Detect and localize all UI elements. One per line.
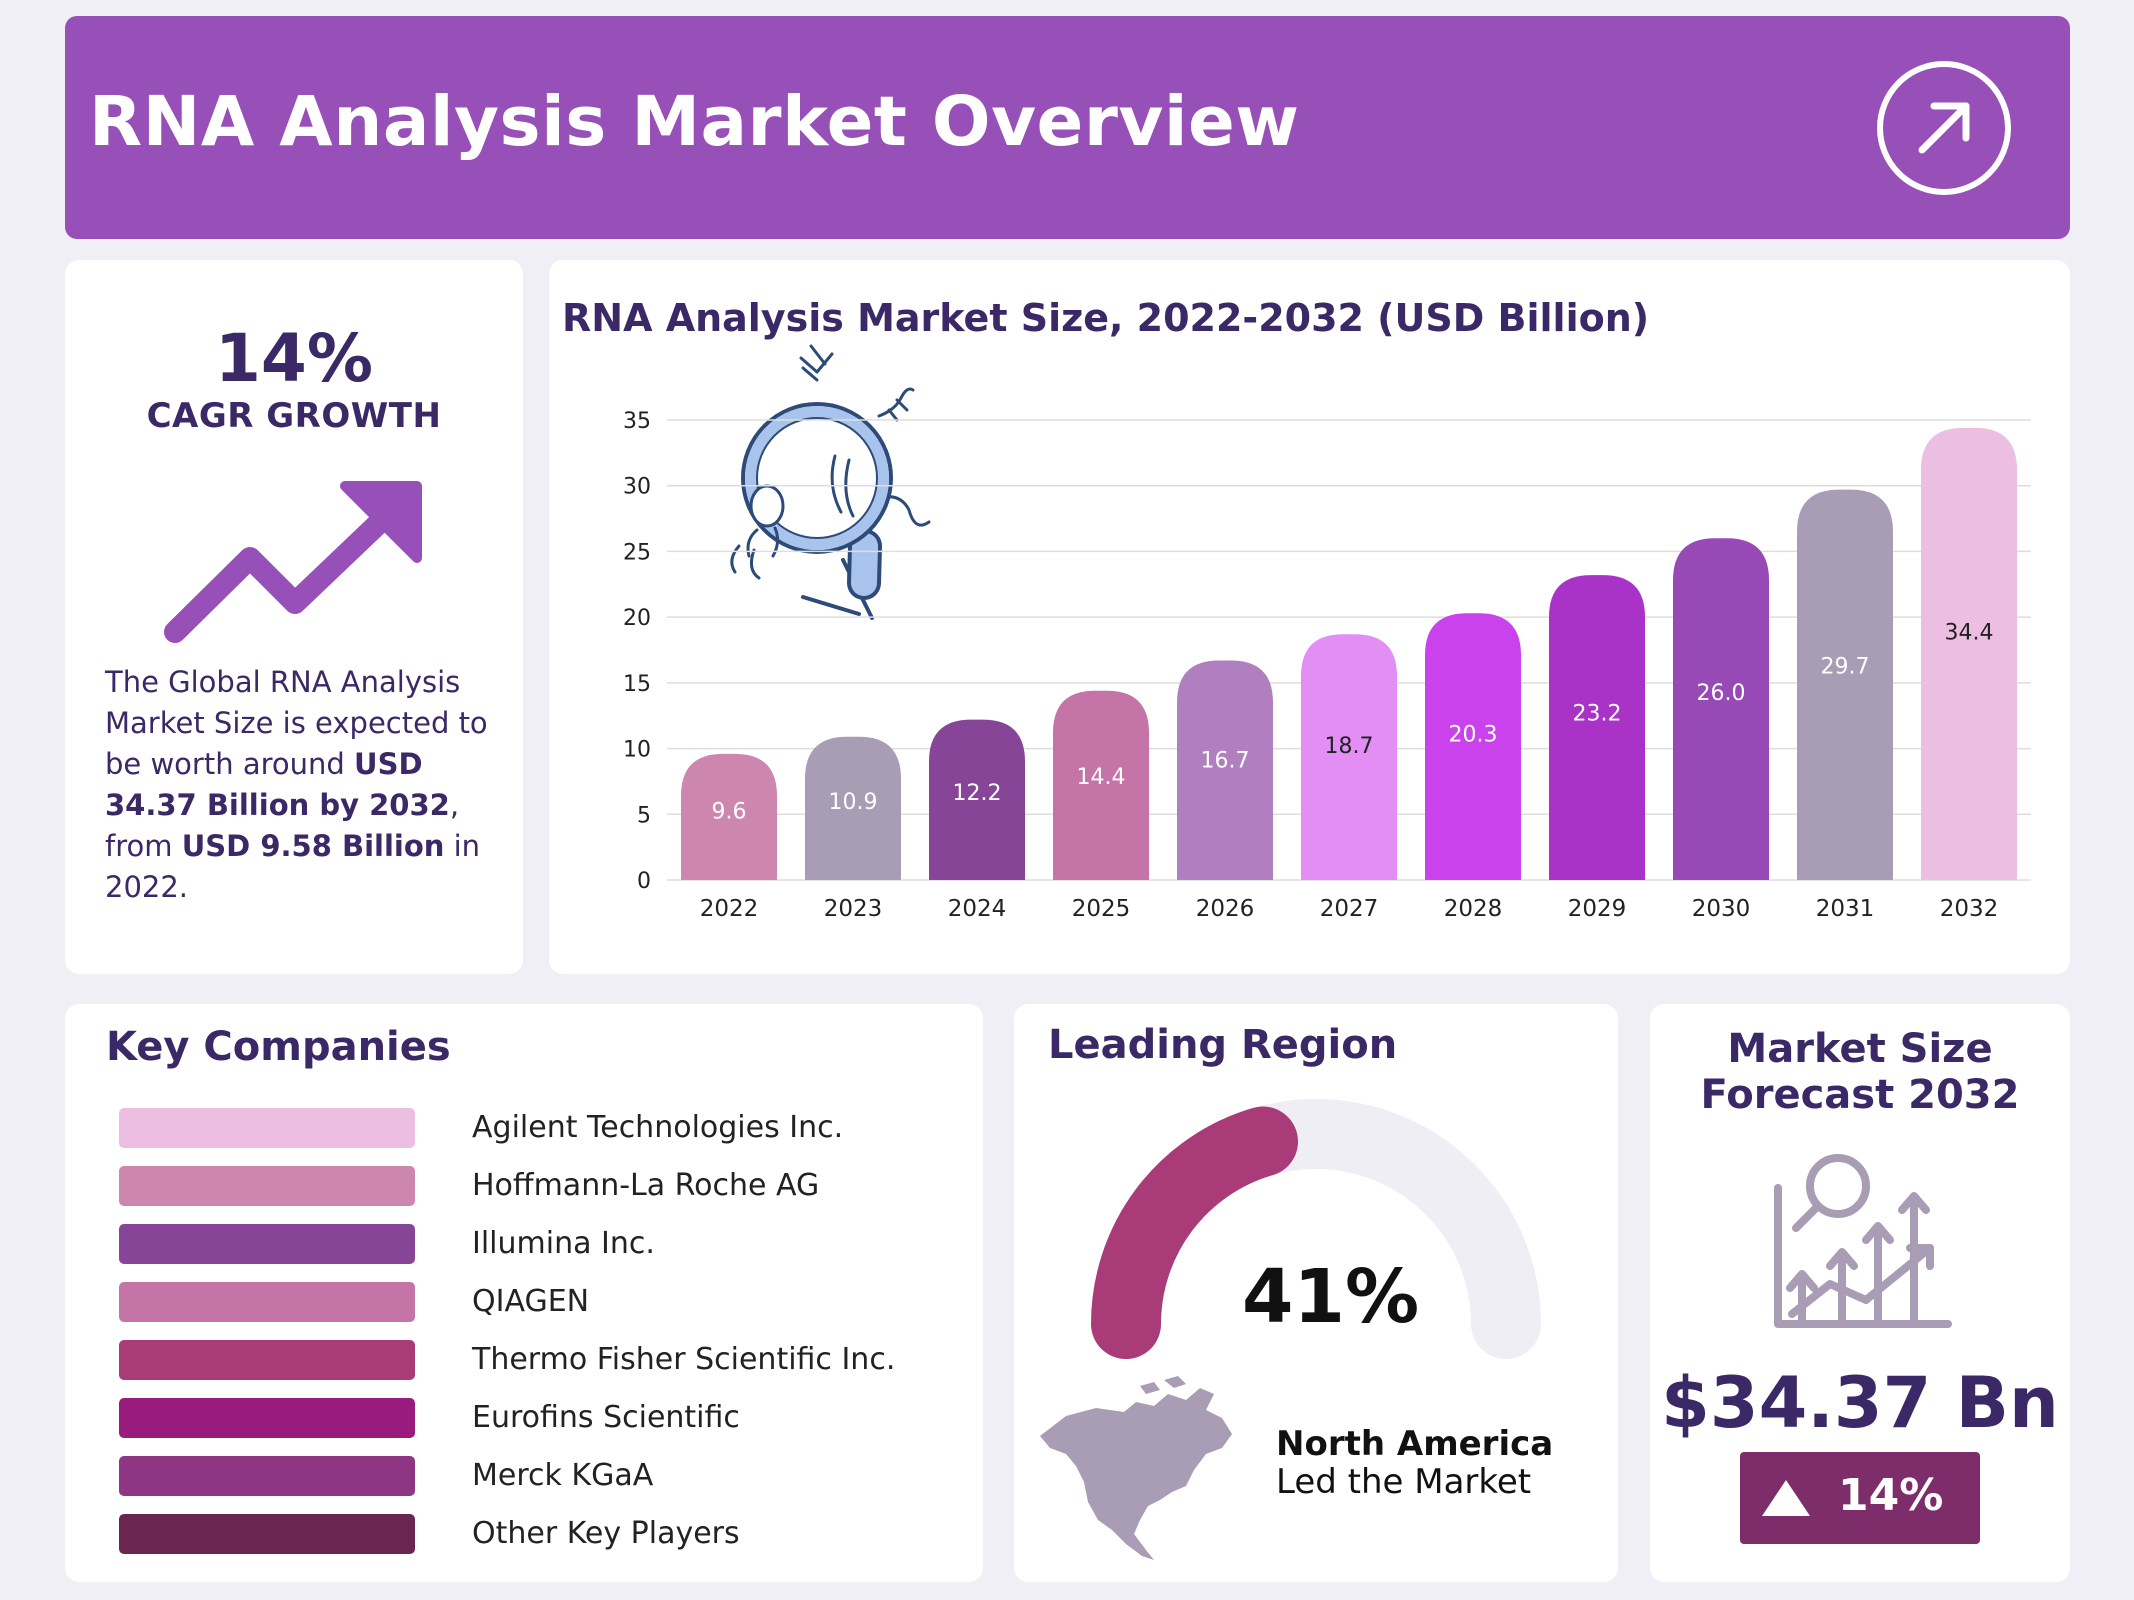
forecast-title-line-1: Market Size (1727, 1026, 1993, 1072)
x-tick-label: 2022 (700, 896, 759, 922)
company-row: Merck KGaA (119, 1454, 959, 1498)
company-row: Hoffmann-La Roche AG (119, 1164, 959, 1208)
company-swatch (119, 1340, 415, 1380)
growth-badge: 14% (1740, 1452, 1980, 1544)
key-companies-card: Key Companies Agilent Technologies Inc. … (65, 1004, 983, 1582)
company-swatch (119, 1166, 415, 1206)
bar-value-label: 29.7 (1821, 654, 1870, 679)
bar-value-label: 12.2 (953, 781, 1002, 806)
forecast-card: Market Size Forecast 2032 $34.37 Bn 14% (1650, 1004, 2070, 1582)
y-tick-label: 0 (637, 869, 651, 894)
x-tick-label: 2024 (948, 896, 1007, 922)
bar (1053, 690, 1149, 880)
chart-title: RNA Analysis Market Size, 2022-2032 (USD… (562, 296, 1650, 340)
company-swatch (119, 1398, 415, 1438)
bar-value-label: 34.4 (1945, 620, 1994, 645)
region-percent: 41% (1242, 1254, 1420, 1340)
company-swatch (119, 1108, 415, 1148)
company-name: Eurofins Scientific (472, 1400, 740, 1435)
chart-card: RNA Analysis Market Size, 2022-2032 (USD… (549, 260, 2070, 974)
bar (1301, 634, 1397, 880)
bar (1177, 660, 1273, 880)
companies-title: Key Companies (106, 1024, 451, 1070)
region-gauge (1091, 1099, 1541, 1359)
y-tick-label: 20 (623, 606, 651, 631)
company-name: Hoffmann-La Roche AG (472, 1168, 820, 1203)
region-subtitle: Led the Market (1276, 1462, 1532, 1502)
cagr-label: CAGR GROWTH (146, 396, 442, 436)
bar-value-label: 18.7 (1325, 734, 1374, 759)
x-tick-label: 2032 (1940, 896, 1999, 922)
forecast-value: $34.37 Bn (1661, 1362, 2059, 1444)
bar (681, 753, 777, 880)
bar-value-label: 9.6 (712, 800, 747, 825)
company-name: QIAGEN (472, 1284, 590, 1319)
cagr-value: 14% (215, 320, 373, 397)
bar (1797, 489, 1893, 880)
company-swatch (119, 1456, 415, 1496)
x-tick-label: 2030 (1692, 896, 1751, 922)
bar-series: 9.6 10.9 12.2 14.4 16.7 18.7 20.3 23.2 26.0 29.7 3… (681, 427, 2017, 880)
triangle-up-icon (1762, 1480, 1810, 1516)
magnifying-glass-dna-icon (730, 344, 931, 620)
x-tick-label: 2029 (1568, 896, 1627, 922)
x-tick-label: 2031 (1816, 896, 1875, 922)
leading-region-card: Leading Region 41% North America Led the… (1014, 1004, 1618, 1582)
cagr-description: The Global RNA Analysis Market Size is e… (105, 665, 488, 904)
bar-value-label: 20.3 (1449, 722, 1498, 747)
bar (1673, 538, 1769, 880)
company-swatch (119, 1224, 415, 1264)
bar-value-label: 14.4 (1077, 765, 1126, 790)
bar (1921, 427, 2017, 880)
cagr-card: 14% CAGR GROWTH The Global RNA Analysis … (65, 260, 523, 974)
trend-up-arrow-icon (164, 481, 422, 643)
company-name: Agilent Technologies Inc. (472, 1110, 844, 1145)
forecast-title: Market Size Forecast 2032 (1650, 1026, 2070, 1118)
bar-value-label: 10.9 (829, 790, 878, 815)
bar-value-label: 16.7 (1201, 748, 1250, 773)
bar-value-label: 26.0 (1697, 681, 1746, 706)
y-tick-label: 15 (623, 672, 651, 697)
region-name: North America (1276, 1424, 1554, 1464)
bar (1425, 613, 1521, 880)
forecast-title-line-2: Forecast 2032 (1700, 1072, 2020, 1118)
x-tick-label: 2028 (1444, 896, 1503, 922)
company-row: Eurofins Scientific (119, 1396, 959, 1440)
company-row: Agilent Technologies Inc. (119, 1106, 959, 1150)
x-tick-label: 2027 (1320, 896, 1379, 922)
bar (805, 736, 901, 880)
x-axis: 2022 2023 2024 2025 2026 2027 2028 2029 2030 2031… (700, 896, 1999, 922)
bar-value-label: 23.2 (1573, 701, 1622, 726)
company-row: QIAGEN (119, 1280, 959, 1324)
company-name: Merck KGaA (472, 1458, 654, 1493)
company-row: Other Key Players (119, 1512, 959, 1556)
company-name: Thermo Fisher Scientific Inc. (472, 1342, 896, 1377)
company-row: Thermo Fisher Scientific Inc. (119, 1338, 959, 1382)
company-name: Other Key Players (472, 1516, 740, 1551)
x-tick-label: 2025 (1072, 896, 1131, 922)
north-america-map-icon (1040, 1376, 1232, 1560)
y-tick-label: 30 (623, 475, 651, 500)
growth-badge-value: 14% (1838, 1470, 1944, 1521)
arrow-up-right-icon[interactable] (1874, 58, 2014, 198)
company-swatch (119, 1514, 415, 1554)
bar (1549, 575, 1645, 880)
company-swatch (119, 1282, 415, 1322)
x-tick-label: 2026 (1196, 896, 1255, 922)
y-tick-label: 35 (623, 409, 651, 434)
y-tick-label: 10 (623, 738, 651, 763)
growth-chart-magnifier-icon (1774, 1154, 1952, 1328)
header-banner: RNA Analysis Market Overview (65, 16, 2070, 239)
x-tick-label: 2023 (824, 896, 883, 922)
page-title: RNA Analysis Market Overview (89, 82, 1300, 162)
bar (929, 719, 1025, 880)
y-tick-label: 5 (637, 803, 651, 828)
company-row: Illumina Inc. (119, 1222, 959, 1266)
region-title: Leading Region (1048, 1022, 1398, 1068)
y-tick-label: 25 (623, 540, 651, 565)
gauge-fill (1091, 1106, 1298, 1359)
company-name: Illumina Inc. (472, 1226, 655, 1261)
